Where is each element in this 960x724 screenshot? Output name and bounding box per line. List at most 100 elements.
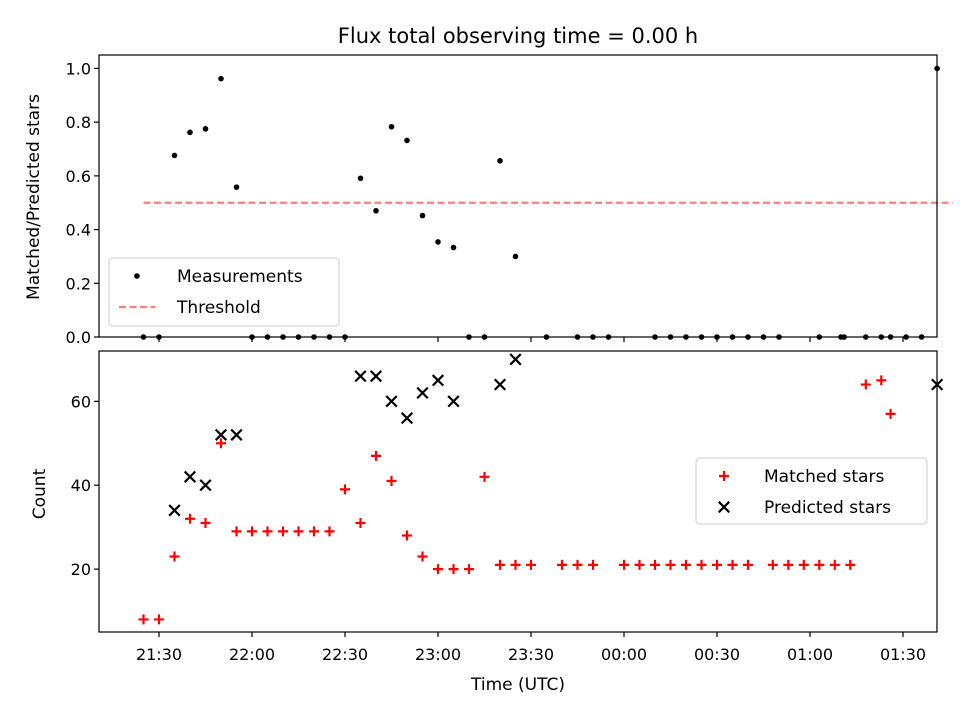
y-tick-label: 40 — [71, 476, 91, 495]
predicted-stars-point — [416, 386, 429, 400]
x-tick-label: 01:00 — [787, 645, 833, 664]
matched-stars-point — [293, 526, 304, 537]
legend-matched-stars-label: Matched stars — [764, 467, 884, 487]
legend-predicted-stars-swatch — [717, 500, 731, 514]
matched-stars-point — [783, 559, 794, 570]
x-tick-label: 23:30 — [508, 645, 554, 664]
measurements-point — [450, 244, 457, 251]
x-tick-label: 00:30 — [694, 645, 740, 664]
matched-stars-point — [495, 559, 505, 570]
matched-stars-point — [371, 450, 381, 461]
matched-stars-point — [386, 476, 397, 487]
matched-stars-point — [154, 614, 164, 625]
matched-stars-point — [665, 559, 676, 570]
matched-stars-point — [798, 559, 809, 570]
predicted-stars-point — [369, 370, 383, 383]
legend-predicted-stars-label: Predicted stars — [764, 498, 891, 518]
matched-stars-point — [231, 526, 242, 537]
matched-stars-point — [885, 408, 896, 419]
measurements-point — [233, 184, 240, 190]
matched-stars-point — [324, 526, 335, 537]
x-tick-label: 22:30 — [322, 645, 368, 664]
predicted-stars-point — [431, 374, 445, 387]
chart-title: Flux total observing time = 0.00 h — [338, 24, 698, 48]
measurements-point — [497, 158, 503, 164]
predicted-stars-point — [385, 395, 398, 408]
matched-stars-point — [634, 559, 645, 570]
predicted-stars-point — [509, 353, 522, 366]
matched-stars-point — [588, 559, 598, 570]
measurements-point — [218, 75, 224, 82]
legend-matched-stars-swatch — [719, 471, 729, 481]
matched-stars-point — [169, 551, 180, 562]
matched-stars-point — [433, 564, 443, 575]
legend-box — [695, 457, 928, 525]
bottom-legend: Matched stars Predicted stars — [695, 457, 928, 525]
matched-stars-point — [200, 517, 211, 528]
y-tick-label: 20 — [71, 560, 91, 579]
matched-stars-point — [814, 559, 825, 570]
x-tick-label: 23:00 — [415, 645, 461, 664]
matched-stars-point — [185, 513, 195, 524]
matched-stars-point — [829, 559, 840, 570]
y-tick-label: 60 — [71, 392, 91, 411]
matched-stars-point — [557, 559, 567, 570]
y-tick-label: 1.0 — [66, 59, 91, 78]
measurements-point — [404, 137, 410, 144]
predicted-stars-point — [354, 370, 367, 383]
matched-stars-point — [743, 559, 753, 570]
matched-stars-point — [767, 559, 778, 570]
matched-stars-point — [845, 559, 856, 570]
matched-stars-point — [247, 526, 257, 537]
matched-stars-point — [876, 375, 887, 386]
measurements-point — [202, 126, 209, 132]
predicted-stars-point — [230, 428, 243, 441]
x-tick-label: 00:00 — [601, 645, 647, 664]
predicted-stars-point — [199, 479, 212, 492]
predicted-stars-point — [493, 378, 507, 391]
matched-stars-point — [417, 551, 428, 562]
bottom-plot-frame — [98, 350, 938, 633]
measurements-point — [187, 129, 193, 136]
matched-stars-point — [696, 559, 707, 570]
measurements-point — [435, 239, 441, 245]
legend-threshold-label: Threshold — [176, 298, 261, 318]
matched-stars-point — [138, 614, 149, 625]
matched-stars-point — [727, 559, 738, 570]
matched-stars-point — [262, 526, 273, 537]
matched-stars-point — [619, 559, 629, 570]
matched-stars-point — [340, 484, 350, 495]
measurements-point — [357, 175, 364, 182]
matched-stars-point — [650, 559, 660, 570]
matched-stars-point — [464, 564, 474, 575]
y-tick-label: 0.4 — [66, 221, 91, 240]
measurements-point — [419, 212, 426, 219]
legend-box — [108, 257, 340, 327]
legend-measurements-swatch — [134, 273, 140, 279]
measurements-point — [373, 207, 379, 214]
predicted-stars-point — [214, 428, 228, 441]
matched-stars-point — [860, 379, 871, 390]
bottom-y-axis-label: Count — [30, 468, 50, 519]
y-tick-label: 0.0 — [66, 328, 91, 347]
x-tick-label: 22:00 — [229, 645, 275, 664]
top-y-axis-label: Matched/Predicted stars — [24, 94, 44, 300]
y-tick-label: 0.6 — [66, 167, 91, 186]
measurements-point — [512, 253, 519, 260]
x-tick-label: 01:30 — [880, 645, 926, 664]
y-tick-label: 0.8 — [66, 113, 91, 132]
measurements-point — [388, 123, 395, 130]
top-plot-frame — [98, 54, 938, 338]
legend-measurements-label: Measurements — [177, 267, 303, 287]
matched-stars-point — [402, 530, 412, 541]
matched-stars-point — [216, 438, 226, 449]
predicted-stars-point — [168, 504, 181, 517]
predicted-stars-point — [400, 412, 414, 425]
matched-stars-point — [448, 564, 459, 575]
matched-stars-point — [681, 559, 691, 570]
matched-stars-point — [479, 471, 490, 482]
predicted-stars-point — [447, 395, 460, 408]
matched-stars-point — [309, 526, 319, 537]
